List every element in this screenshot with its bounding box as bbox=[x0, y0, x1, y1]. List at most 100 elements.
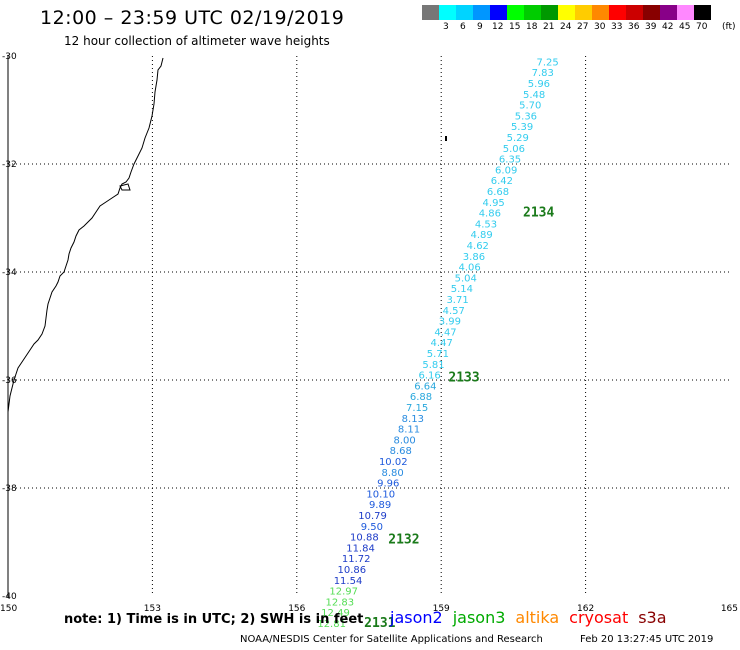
legend-label: 9 bbox=[477, 22, 483, 32]
wave-height-value: 5.70 bbox=[519, 101, 541, 112]
wave-height-value: 3.86 bbox=[463, 252, 485, 263]
track-labels: 2134 2133 2132 2131 bbox=[364, 206, 554, 631]
legend-labels: (ft) 3 6 9 12 15 18 21 24 27 30 33 36 39 42 45 70 bbox=[422, 20, 736, 32]
track-id-label: 2133 bbox=[448, 370, 479, 385]
legend-label: 36 bbox=[628, 22, 640, 32]
legend-unit: (ft) bbox=[722, 22, 736, 32]
wave-height-value: 10.79 bbox=[358, 511, 387, 522]
lon-tick-label: 162 bbox=[577, 604, 594, 614]
coastline bbox=[7, 57, 164, 413]
legend-label: 42 bbox=[662, 22, 674, 32]
wave-height-value: 12.97 bbox=[329, 587, 358, 598]
wave-height-value: 11.84 bbox=[346, 543, 375, 554]
lon-tick-label: 165 bbox=[721, 604, 738, 614]
wave-height-value: 10.88 bbox=[350, 533, 379, 544]
legend-label: 18 bbox=[526, 22, 538, 32]
wave-height-value: 6.09 bbox=[495, 165, 517, 176]
map-subtitle: 12 hour collection of altimeter wave hei… bbox=[64, 34, 330, 48]
legend-swatch bbox=[490, 5, 507, 20]
lon-labels: 150 153 156 159 162 165 bbox=[0, 604, 738, 614]
legend-swatch bbox=[558, 5, 575, 20]
wave-height-value: 12.49 bbox=[321, 608, 350, 619]
legend-swatch bbox=[626, 5, 643, 20]
legend-label: 70 bbox=[696, 22, 708, 32]
wave-height-value: 8.00 bbox=[393, 435, 415, 446]
satellite-legend: jason2 jason3 altika cryosat s3a bbox=[390, 608, 677, 627]
wave-height-value: 10.10 bbox=[366, 489, 395, 500]
wave-height-value: 6.64 bbox=[414, 381, 436, 392]
track-id-label: 2134 bbox=[523, 206, 554, 221]
wave-height-value: 7.83 bbox=[532, 68, 554, 79]
legend-swatch bbox=[422, 5, 439, 20]
satellite-name: jason3 bbox=[452, 608, 506, 627]
lon-tick-label: 150 bbox=[0, 604, 17, 614]
legend-swatch bbox=[524, 5, 541, 20]
wave-height-value: 5.39 bbox=[511, 122, 533, 133]
wave-height-value: 6.16 bbox=[419, 371, 441, 382]
lat-tick-label: -30 bbox=[2, 52, 17, 62]
legend-label: 45 bbox=[679, 22, 691, 32]
wave-height-value: 12.81 bbox=[317, 619, 346, 630]
wave-height-value: 3.99 bbox=[439, 317, 461, 328]
wave-height-value: 4.57 bbox=[443, 306, 465, 317]
wave-height-value: 5.96 bbox=[528, 79, 550, 90]
lon-tick-label: 156 bbox=[288, 604, 305, 614]
wave-height-value: 4.86 bbox=[479, 209, 501, 220]
wave-height-value: 5.81 bbox=[422, 360, 444, 371]
lat-tick-label: -32 bbox=[2, 160, 17, 170]
wave-height-value: 8.80 bbox=[381, 468, 403, 479]
color-legend: (ft) 3 6 9 12 15 18 21 24 27 30 33 36 39 42 45 70 bbox=[422, 5, 736, 32]
lon-tick-label: 159 bbox=[433, 604, 450, 614]
wave-height-value: 10.02 bbox=[379, 457, 408, 468]
wave-height-value: 11.54 bbox=[334, 576, 363, 587]
coastline-islet bbox=[119, 183, 131, 191]
lat-labels: -30 -32 -34 -36 -38 -40 bbox=[2, 52, 17, 602]
grid-lines bbox=[8, 56, 730, 596]
legend-swatch bbox=[575, 5, 592, 20]
legend-label: 33 bbox=[611, 22, 623, 32]
satellite-name: jason2 bbox=[390, 608, 443, 627]
wave-height-value: 5.14 bbox=[451, 284, 473, 295]
footer-note: note: 1) Time is in UTC; 2) SWH is in fe… bbox=[64, 612, 364, 627]
wave-height-value: 4.47 bbox=[431, 338, 453, 349]
wave-height-value: 5.04 bbox=[455, 273, 477, 284]
legend-label: 39 bbox=[645, 22, 657, 32]
wave-height-value: 4.95 bbox=[483, 198, 505, 209]
satellite-name: cryosat bbox=[569, 608, 629, 627]
map-title: 12:00 – 23:59 UTC 02/19/2019 bbox=[40, 7, 345, 29]
wave-height-value: 6.42 bbox=[491, 176, 513, 187]
legend-swatches bbox=[422, 5, 711, 20]
wave-height-value: 6.68 bbox=[487, 187, 509, 198]
wave-height-value: 8.13 bbox=[402, 414, 424, 425]
satellite-name: s3a bbox=[638, 608, 667, 627]
wave-height-value: 8.68 bbox=[390, 446, 412, 457]
wave-height-value: 5.06 bbox=[503, 144, 525, 155]
wave-height-value: 7.15 bbox=[406, 403, 428, 414]
lat-tick-label: -36 bbox=[2, 376, 17, 386]
wave-height-value: 4.62 bbox=[467, 241, 489, 252]
wave-height-value: 5.36 bbox=[515, 111, 537, 122]
lat-tick-label: -40 bbox=[2, 592, 17, 602]
legend-swatch bbox=[439, 5, 456, 20]
legend-swatch bbox=[507, 5, 524, 20]
legend-label: 3 bbox=[443, 22, 449, 32]
legend-label: 30 bbox=[594, 22, 606, 32]
wave-height-value: 9.96 bbox=[377, 479, 399, 490]
wave-height-value: 5.71 bbox=[427, 349, 449, 360]
legend-swatch bbox=[592, 5, 609, 20]
legend-label: 6 bbox=[460, 22, 466, 32]
wave-height-value: 4.06 bbox=[458, 263, 480, 274]
credit-line: NOAA/NESDIS Center for Satellite Applica… bbox=[240, 634, 543, 645]
lon-tick-label: 153 bbox=[144, 604, 161, 614]
wave-height-value: 8.11 bbox=[398, 425, 420, 436]
legend-swatch bbox=[694, 5, 711, 20]
wave-height-value: 4.89 bbox=[471, 230, 493, 241]
legend-label: 15 bbox=[509, 22, 521, 32]
legend-swatch bbox=[677, 5, 694, 20]
wave-height-value: 3.71 bbox=[446, 295, 468, 306]
legend-swatch bbox=[643, 5, 660, 20]
lat-tick-label: -38 bbox=[2, 484, 17, 494]
wave-height-value: 12.83 bbox=[326, 597, 355, 608]
generated-timestamp: Feb 20 13:27:45 UTC 2019 bbox=[580, 634, 714, 645]
